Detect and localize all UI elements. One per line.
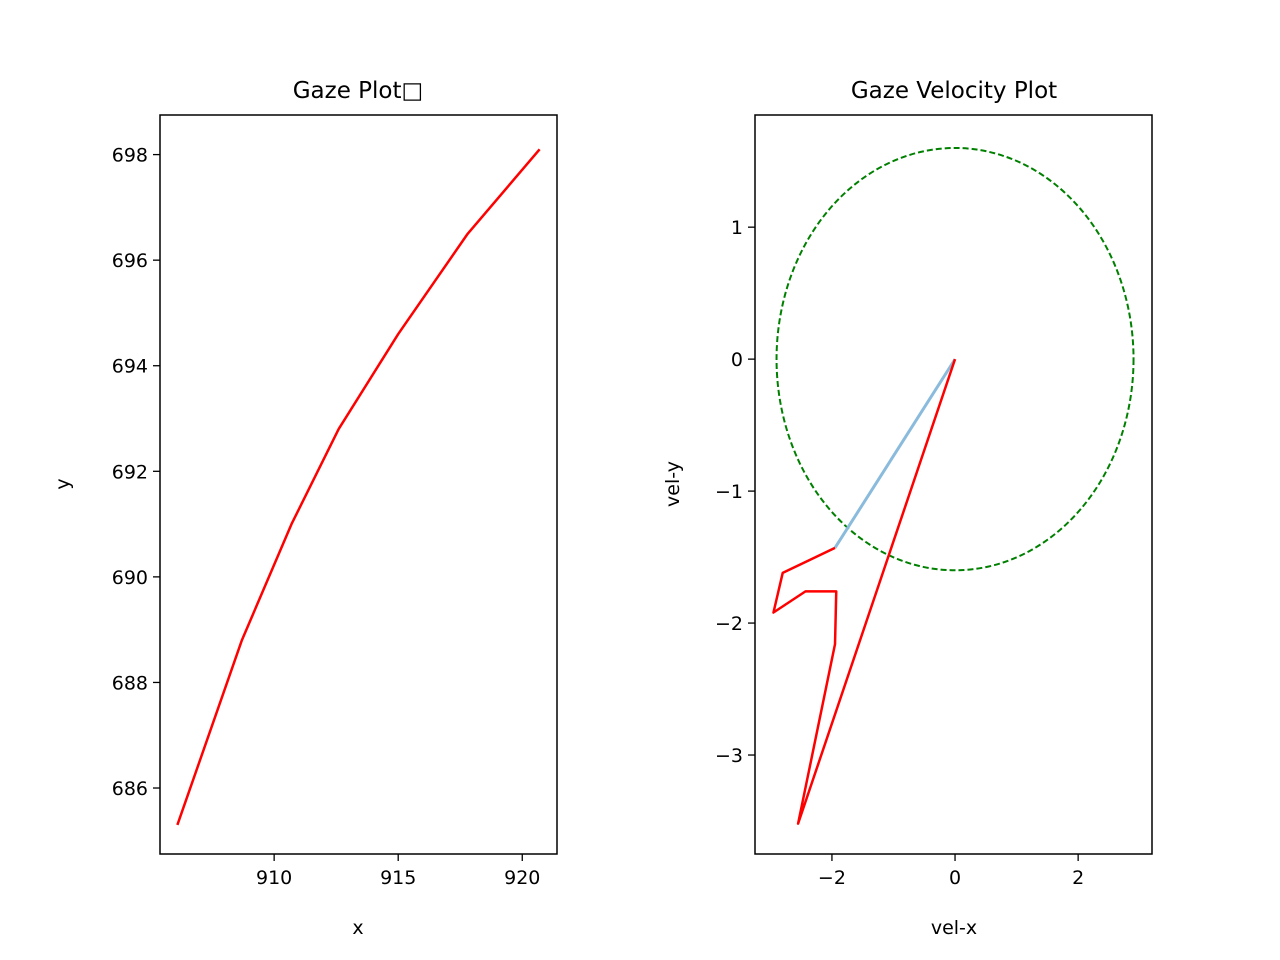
gaze-plot-series-line-0 xyxy=(176,148,541,826)
gaze-velocity-plot-y-tick-label: 0 xyxy=(731,349,743,371)
gaze-velocity-plot-x-tick-label: −2 xyxy=(818,867,846,889)
gaze-velocity-plot-y-tick-label: 1 xyxy=(731,217,743,239)
gaze-plot-x-tick-label: 910 xyxy=(256,867,292,889)
gaze-velocity-plot-frame xyxy=(754,114,1153,855)
gaze-velocity-plot-x-label: vel-x xyxy=(931,917,977,939)
gaze-velocity-plot-y-tick-label: −3 xyxy=(715,745,743,767)
gaze-plot-y-tick-label: 690 xyxy=(112,567,148,589)
gaze-plot-y-tick-label: 696 xyxy=(112,250,148,272)
gaze-plot-title: Gaze Plot□ xyxy=(293,78,424,104)
gaze-velocity-plot-y-tick-label: −1 xyxy=(715,481,743,503)
gaze-plot-y-label: y xyxy=(52,478,74,489)
gaze-velocity-plot-series-line-0 xyxy=(772,358,957,825)
gaze-velocity-plot-x-tick-label: 0 xyxy=(949,867,961,889)
gaze-plot-y-tick-label: 692 xyxy=(112,461,148,483)
gaze-plot-y-tick-label: 694 xyxy=(112,356,148,378)
gaze-velocity-plot-y-label: vel-y xyxy=(662,461,684,507)
gaze-velocity-plot-threshold-circle xyxy=(775,146,1135,572)
gaze-plot-y-tick-label: 688 xyxy=(112,672,148,694)
gaze-velocity-plot-series-line-1 xyxy=(833,358,957,549)
gaze-velocity-plot-x-tick-label: 2 xyxy=(1072,867,1084,889)
gaze-plot-x-label: x xyxy=(352,917,363,939)
gaze-plot-axes: Gaze Plot□ 910 915 920 686 688 690 692 694 696 69… xyxy=(52,78,558,939)
gaze-plot-x-tick-label: 920 xyxy=(504,867,540,889)
gaze-velocity-plot-y-tick-label: −2 xyxy=(715,613,743,635)
gaze-plot-frame xyxy=(159,114,558,855)
gaze-plot-y-tick-label: 698 xyxy=(112,145,148,167)
gaze-plot-x-tick-label: 915 xyxy=(380,867,416,889)
gaze-velocity-plot-title: Gaze Velocity Plot xyxy=(851,78,1057,104)
gaze-plot-y-tick-label: 686 xyxy=(112,778,148,800)
gaze-velocity-plot-axes: Gaze Velocity Plot −2 0 2 −3 −2 −1 0 1 vel-x ve… xyxy=(662,78,1153,939)
